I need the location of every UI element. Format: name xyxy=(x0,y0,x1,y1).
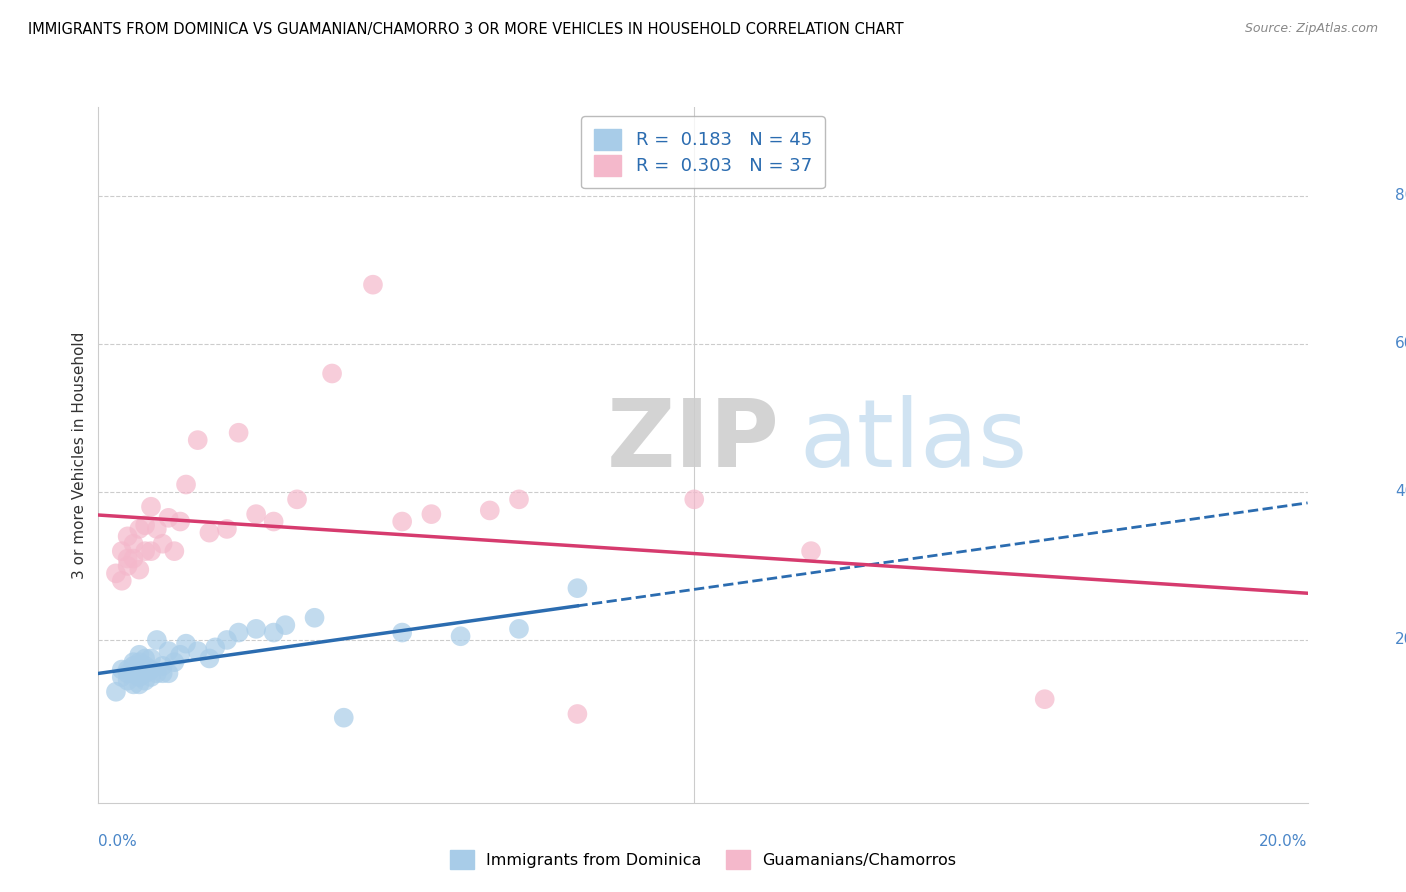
Point xyxy=(683,492,706,507)
Point xyxy=(285,492,308,507)
Text: Source: ZipAtlas.com: Source: ZipAtlas.com xyxy=(1244,22,1378,36)
Point xyxy=(111,670,134,684)
Point xyxy=(128,522,150,536)
Point xyxy=(111,574,134,588)
Point xyxy=(152,537,174,551)
Text: 60.0%: 60.0% xyxy=(1395,336,1406,351)
Point xyxy=(263,625,285,640)
Point xyxy=(152,666,174,681)
Point xyxy=(117,551,139,566)
Point xyxy=(332,711,354,725)
Point xyxy=(321,367,343,381)
Point xyxy=(215,522,238,536)
Point xyxy=(128,677,150,691)
Point xyxy=(134,666,156,681)
Text: 20.0%: 20.0% xyxy=(1260,834,1308,849)
Point xyxy=(174,477,197,491)
Point xyxy=(139,651,162,665)
Point xyxy=(187,433,209,447)
Point xyxy=(169,515,191,529)
Point xyxy=(122,677,145,691)
Point xyxy=(567,706,589,721)
Point xyxy=(228,625,250,640)
Point xyxy=(215,632,238,647)
Point xyxy=(152,658,174,673)
Point xyxy=(104,685,127,699)
Point xyxy=(391,625,413,640)
Point xyxy=(1033,692,1056,706)
Point xyxy=(122,537,145,551)
Point xyxy=(122,666,145,681)
Point xyxy=(146,632,169,647)
Text: atlas: atlas xyxy=(800,395,1028,487)
Point xyxy=(128,648,150,662)
Point xyxy=(117,663,139,677)
Point xyxy=(391,515,413,529)
Point xyxy=(111,663,134,677)
Point xyxy=(139,663,162,677)
Point xyxy=(134,518,156,533)
Point xyxy=(117,666,139,681)
Point xyxy=(245,622,267,636)
Text: 0.0%: 0.0% xyxy=(98,834,138,849)
Point xyxy=(117,673,139,688)
Point xyxy=(163,655,186,669)
Legend: Immigrants from Dominica, Guamanians/Chamorros: Immigrants from Dominica, Guamanians/Cha… xyxy=(443,844,963,875)
Point xyxy=(361,277,384,292)
Point xyxy=(134,651,156,665)
Point xyxy=(134,658,156,673)
Point xyxy=(508,622,530,636)
Point xyxy=(157,644,180,658)
Point xyxy=(567,581,589,595)
Point xyxy=(146,666,169,681)
Point xyxy=(122,655,145,669)
Text: 20.0%: 20.0% xyxy=(1395,632,1406,648)
Point xyxy=(204,640,226,655)
Text: IMMIGRANTS FROM DOMINICA VS GUAMANIAN/CHAMORRO 3 OR MORE VEHICLES IN HOUSEHOLD C: IMMIGRANTS FROM DOMINICA VS GUAMANIAN/CH… xyxy=(28,22,904,37)
Point xyxy=(304,611,326,625)
Legend: R =  0.183   N = 45, R =  0.303   N = 37: R = 0.183 N = 45, R = 0.303 N = 37 xyxy=(582,116,824,188)
Point xyxy=(174,637,197,651)
Point xyxy=(128,563,150,577)
Point xyxy=(117,529,139,543)
Point xyxy=(198,651,221,665)
Point xyxy=(263,515,285,529)
Point xyxy=(478,503,501,517)
Point xyxy=(508,492,530,507)
Point xyxy=(134,544,156,558)
Point xyxy=(111,544,134,558)
Point xyxy=(139,544,162,558)
Point xyxy=(157,511,180,525)
Point xyxy=(157,666,180,681)
Point xyxy=(187,644,209,658)
Point xyxy=(122,658,145,673)
Point xyxy=(169,648,191,662)
Text: 40.0%: 40.0% xyxy=(1395,484,1406,500)
Text: ZIP: ZIP xyxy=(606,395,779,487)
Point xyxy=(800,544,823,558)
Point xyxy=(450,629,472,643)
Text: 80.0%: 80.0% xyxy=(1395,188,1406,203)
Point xyxy=(134,673,156,688)
Point xyxy=(228,425,250,440)
Point xyxy=(139,670,162,684)
Point xyxy=(122,551,145,566)
Point xyxy=(117,558,139,573)
Point xyxy=(198,525,221,540)
Point xyxy=(139,500,162,514)
Point xyxy=(245,507,267,521)
Point xyxy=(146,522,169,536)
Y-axis label: 3 or more Vehicles in Household: 3 or more Vehicles in Household xyxy=(72,331,87,579)
Point xyxy=(128,663,150,677)
Point xyxy=(163,544,186,558)
Point xyxy=(274,618,297,632)
Point xyxy=(420,507,443,521)
Point xyxy=(104,566,127,581)
Point xyxy=(128,655,150,669)
Point xyxy=(128,670,150,684)
